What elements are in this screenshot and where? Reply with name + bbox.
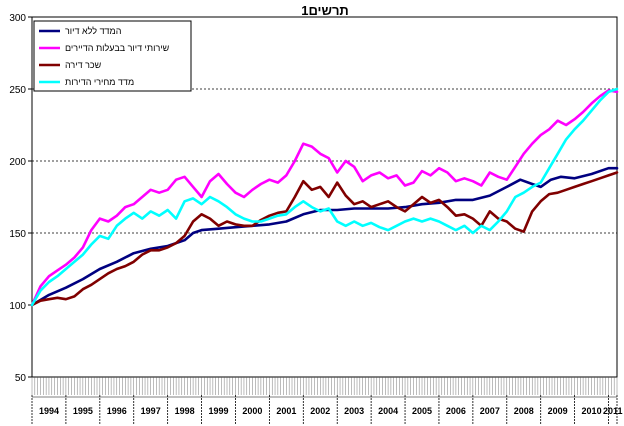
x-tick-label: 1994 xyxy=(39,406,59,416)
chart-title: תרשים1 xyxy=(301,3,349,18)
x-tick-label: 2004 xyxy=(378,406,398,416)
x-tick-label: 1997 xyxy=(141,406,161,416)
legend-label: המדד ללא דיור xyxy=(65,26,121,36)
x-tick-label: 1996 xyxy=(107,406,127,416)
x-tick-label: 1998 xyxy=(175,406,195,416)
y-tick-label: 250 xyxy=(9,85,26,96)
legend-label: שירותי דיור בבעלות הדיירים xyxy=(65,43,170,53)
legend-label: מדד מחירי הדירות xyxy=(65,77,134,87)
y-tick-label: 200 xyxy=(9,157,26,168)
x-tick-label: 2000 xyxy=(242,406,262,416)
legend-label: שכר דירה xyxy=(65,60,102,70)
x-tick-label: 2002 xyxy=(310,406,330,416)
x-tick-label: 1999 xyxy=(209,406,229,416)
x-tick-label: 2010 xyxy=(582,406,602,416)
series-line-1 xyxy=(30,166,619,307)
series-layer xyxy=(30,87,619,307)
legend: המדד ללא דיור שירותי דיור בבעלות הדיירים ש… xyxy=(33,20,192,92)
x-tick-label: 2005 xyxy=(412,406,432,416)
x-tick-label: 2006 xyxy=(446,406,466,416)
x-tick-label: 2011 xyxy=(603,406,623,416)
series-line-2 xyxy=(30,89,619,307)
x-tick-label: 2001 xyxy=(276,406,296,416)
x-tick-label: 2003 xyxy=(344,406,364,416)
y-tick-label: 300 xyxy=(9,13,26,24)
x-tick-label: 2008 xyxy=(514,406,534,416)
series-line-4 xyxy=(30,87,619,307)
y-tick-label: 50 xyxy=(15,373,27,384)
x-tick-label: 2009 xyxy=(548,406,568,416)
y-axis: 50 100 150 200 250 300 xyxy=(9,13,32,384)
y-tick-label: 100 xyxy=(9,301,26,312)
x-tick-label: 2007 xyxy=(480,406,500,416)
series-line-3 xyxy=(30,171,619,307)
y-tick-label: 150 xyxy=(9,229,26,240)
legend-box xyxy=(33,20,192,92)
x-tick-label: 1995 xyxy=(73,406,93,416)
x-axis: 1994 1995 1996 1997 1998 1999 2000 2001 2002 2003… xyxy=(31,377,623,424)
